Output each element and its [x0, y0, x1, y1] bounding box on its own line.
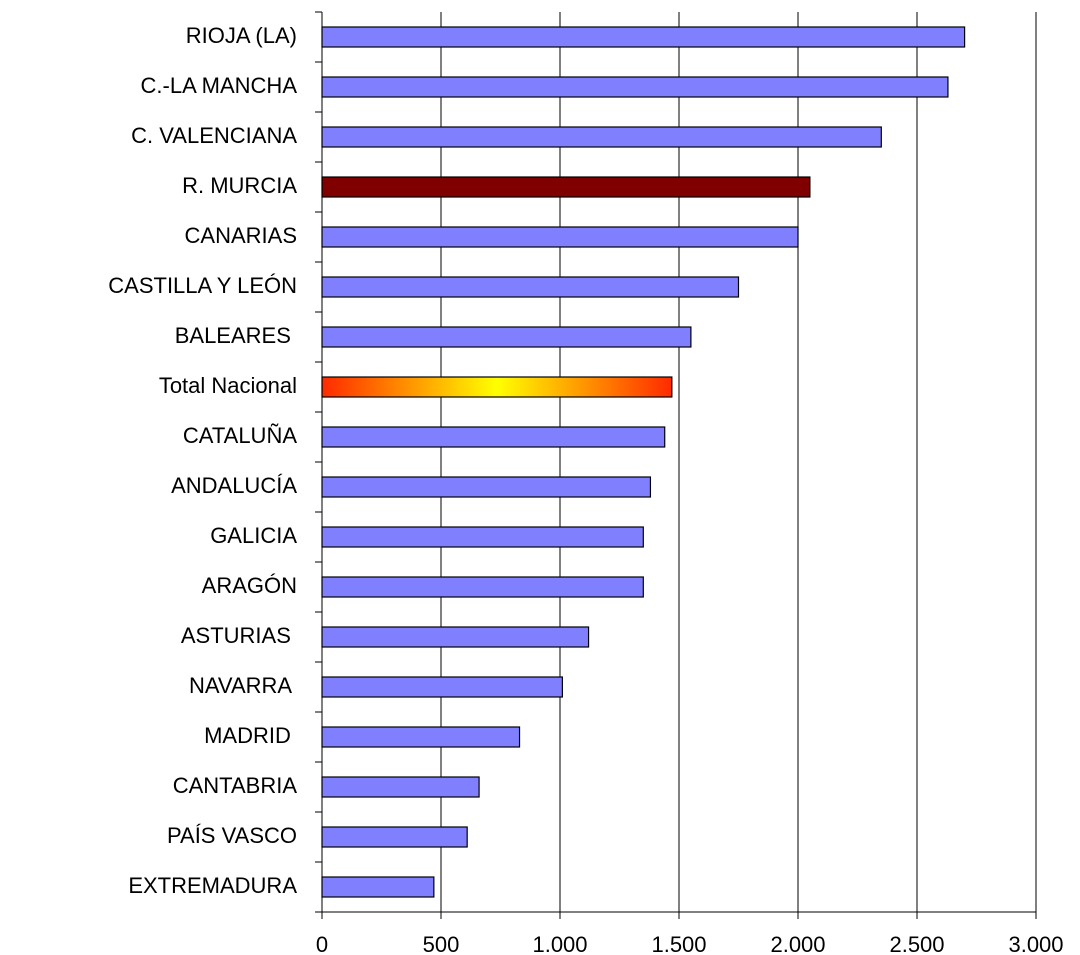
bar	[321, 126, 882, 148]
y-tick-label: PAÍS VASCO	[167, 823, 297, 848]
bar	[321, 876, 435, 898]
bar	[321, 576, 644, 598]
y-tick-label: Total Nacional	[159, 373, 297, 398]
y-tick-label: RIOJA (LA)	[186, 23, 297, 48]
bar	[321, 226, 799, 248]
bar	[321, 826, 468, 848]
bar	[321, 626, 590, 648]
bar	[321, 476, 652, 498]
y-tick-label: ANDALUCÍA	[171, 473, 297, 498]
x-tick-label: 1.000	[532, 932, 587, 955]
x-tick-label: 1.500	[651, 932, 706, 955]
x-tick-label: 3.000	[1008, 932, 1063, 955]
x-tick-label: 2.000	[770, 932, 825, 955]
bar	[321, 726, 521, 748]
y-tick-label: MADRID	[204, 723, 297, 748]
y-tick-label: EXTREMADURA	[128, 873, 297, 898]
y-tick-label: C.-LA MANCHA	[141, 73, 298, 98]
x-tick-label: 2.500	[889, 932, 944, 955]
y-tick-label: CATALUÑA	[183, 423, 297, 448]
bar	[321, 26, 966, 48]
y-tick-label: BALEARES	[175, 323, 297, 348]
bar	[321, 326, 692, 348]
y-tick-label: NAVARRA	[189, 673, 297, 698]
bar	[321, 676, 563, 698]
y-tick-label: C. VALENCIANA	[131, 123, 297, 148]
y-tick-label: R. MURCIA	[182, 173, 297, 198]
bar	[321, 776, 480, 798]
bar	[321, 426, 666, 448]
y-tick-label: CASTILLA Y LEÓN	[108, 273, 297, 298]
x-tick-label: 0	[316, 932, 328, 955]
y-tick-label: CANTABRIA	[173, 773, 298, 798]
y-tick-label: GALICIA	[210, 523, 297, 548]
bar	[321, 176, 811, 198]
bar	[321, 526, 644, 548]
bar	[321, 376, 673, 398]
x-tick-label: 500	[423, 932, 460, 955]
bar	[321, 76, 949, 98]
bar	[321, 276, 740, 298]
y-tick-label: CANARIAS	[185, 223, 297, 248]
y-tick-label: ARAGÓN	[202, 573, 297, 598]
y-tick-label: ASTURIAS	[181, 623, 297, 648]
